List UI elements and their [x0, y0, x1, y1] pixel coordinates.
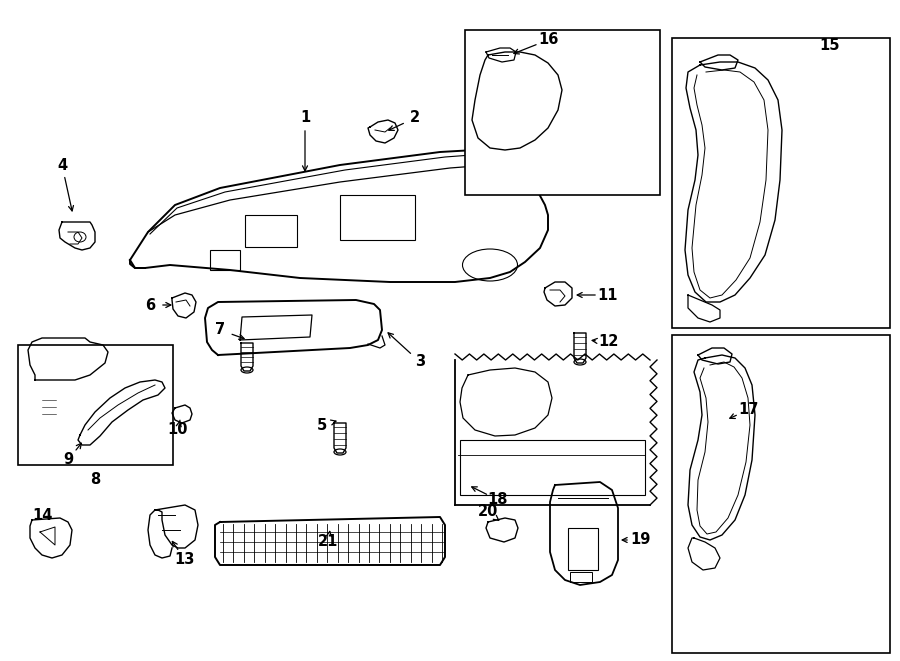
Ellipse shape	[463, 249, 518, 281]
Text: 17: 17	[738, 403, 758, 418]
Ellipse shape	[74, 232, 86, 242]
Ellipse shape	[334, 449, 346, 455]
Bar	[736, 445, 760, 473]
Bar	[568, 528, 598, 570]
Bar	[570, 572, 592, 582]
Bar	[18, 345, 173, 465]
Ellipse shape	[241, 367, 253, 373]
Text: 21: 21	[318, 535, 338, 549]
Text: 10: 10	[167, 422, 188, 438]
Text: 3: 3	[415, 354, 425, 369]
Bar	[210, 250, 240, 270]
Bar	[465, 30, 660, 195]
Bar	[672, 38, 890, 328]
Text: 7: 7	[215, 323, 225, 338]
Text: 14: 14	[32, 508, 52, 522]
Text: 12: 12	[598, 334, 618, 350]
Ellipse shape	[574, 359, 586, 365]
Text: 18: 18	[488, 492, 508, 508]
Text: 16: 16	[538, 32, 558, 48]
Text: 8: 8	[90, 473, 100, 488]
Text: 15: 15	[820, 38, 841, 52]
Text: 11: 11	[598, 288, 618, 303]
Bar	[750, 190, 776, 218]
Text: 9: 9	[63, 453, 73, 467]
Text: 5: 5	[317, 418, 327, 432]
Text: 4: 4	[57, 157, 68, 173]
Bar	[340, 195, 415, 240]
Bar	[460, 440, 645, 495]
Text: 20: 20	[478, 504, 499, 520]
Bar	[672, 335, 890, 653]
Text: 2: 2	[410, 110, 420, 126]
Bar	[42, 395, 56, 417]
Text: 19: 19	[630, 533, 650, 547]
Text: 1: 1	[300, 110, 310, 126]
Bar	[245, 215, 297, 247]
Text: 13: 13	[175, 553, 195, 568]
Text: 6: 6	[145, 297, 155, 313]
